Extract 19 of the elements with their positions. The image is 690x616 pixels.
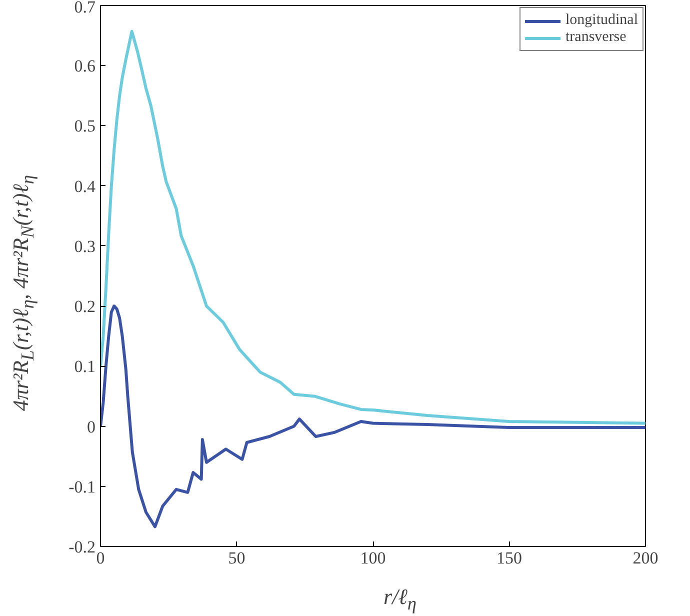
y-tick-label: 0.2 — [74, 297, 96, 316]
x-tick-label: 100 — [360, 548, 386, 568]
y-tick-label: -0.2 — [68, 538, 96, 556]
y-tick-label: 0.7 — [74, 0, 96, 16]
y-tick-label: -0.1 — [68, 477, 96, 496]
line-series — [100, 304, 646, 528]
legend-label: longitudinal — [566, 12, 638, 29]
x-tick-label: 50 — [228, 548, 246, 568]
legend-label: transverse — [566, 29, 626, 46]
y-tick-label: 0.6 — [74, 56, 96, 76]
line-series — [100, 30, 646, 425]
x-tick-label: 200 — [632, 548, 658, 568]
y-tick-label: 0 — [87, 417, 96, 436]
y-tick-label: 0.5 — [74, 116, 96, 136]
y-tick-label: 0.1 — [74, 357, 96, 376]
y-tick-label: 0.3 — [74, 236, 96, 256]
x-axis-title: r/ℓ$_{η}$ — [384, 583, 416, 616]
y-tick-label: 0.4 — [74, 176, 96, 196]
x-tick-label: 150 — [496, 548, 522, 568]
